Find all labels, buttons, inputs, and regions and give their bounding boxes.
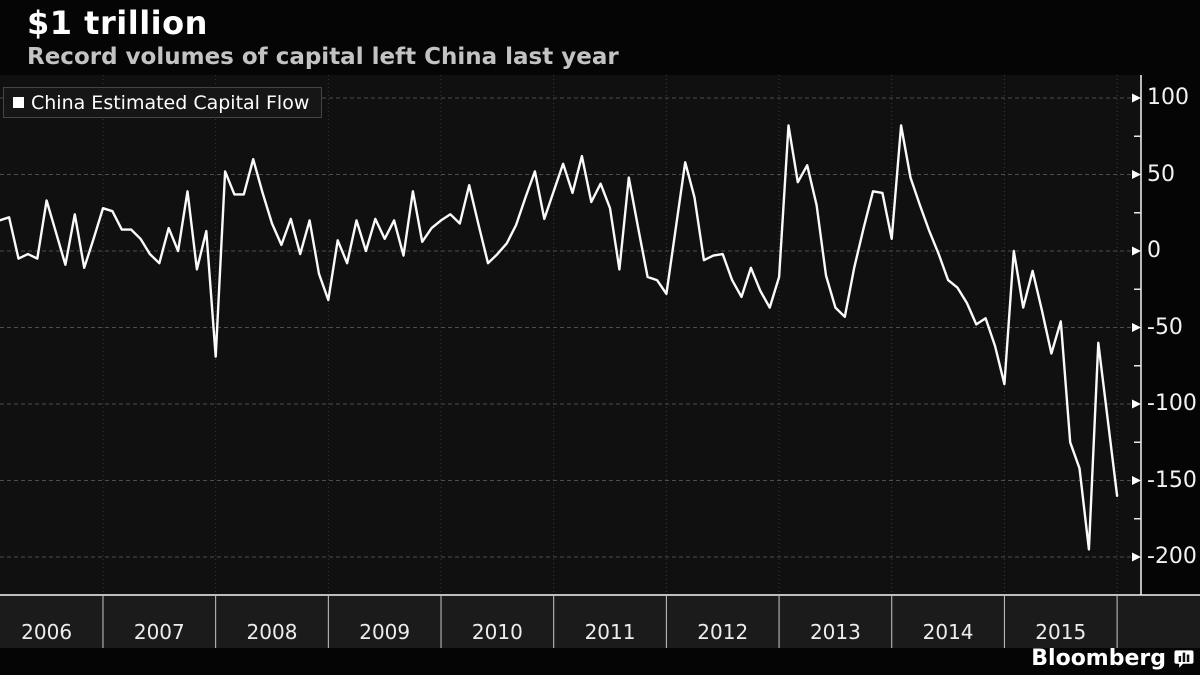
x-axis-year-label: 2009 xyxy=(359,620,411,644)
bloomberg-branding: Bloomberg xyxy=(1031,646,1194,671)
major-tick-arrow-icon xyxy=(1132,93,1141,103)
x-axis-year-label: 2008 xyxy=(246,620,298,644)
y-axis-tick-label: 50 xyxy=(1147,161,1175,187)
major-tick-arrow-icon xyxy=(1132,170,1141,179)
plot-area-background xyxy=(0,75,1141,595)
y-axis-tick-label: -50 xyxy=(1147,314,1183,340)
x-axis-year-label: 2010 xyxy=(471,620,523,644)
x-axis-year-label: 2006 xyxy=(21,620,73,644)
y-axis-tick-label: -150 xyxy=(1147,467,1197,493)
x-axis-year-label: 2007 xyxy=(133,620,185,644)
page-subtitle: Record volumes of capital left China las… xyxy=(27,44,619,70)
page-title: $1 trillion xyxy=(27,4,208,42)
x-axis-year-label: 2014 xyxy=(922,620,974,644)
major-tick-arrow-icon xyxy=(1132,476,1141,485)
y-axis-tick-label: 0 xyxy=(1147,238,1161,263)
x-axis-year-label: 2011 xyxy=(584,620,636,644)
y-axis-tick-label: 100 xyxy=(1147,85,1189,110)
y-axis-tick-label: -200 xyxy=(1147,544,1197,569)
major-tick-arrow-icon xyxy=(1132,552,1141,562)
bloomberg-chart-bubble-icon xyxy=(1174,649,1194,668)
legend: China Estimated Capital Flow xyxy=(3,87,323,118)
y-axis-tick-label: -100 xyxy=(1147,391,1197,416)
x-axis-year-label: 2013 xyxy=(809,620,861,644)
major-tick-arrow-icon xyxy=(1132,399,1141,409)
legend-swatch-icon xyxy=(13,97,24,108)
bloomberg-logo-text: Bloomberg xyxy=(1031,646,1166,671)
x-axis-year-label: 2012 xyxy=(697,620,749,644)
legend-label: China Estimated Capital Flow xyxy=(31,91,310,114)
major-tick-arrow-icon xyxy=(1132,323,1141,332)
capital-flow-line xyxy=(0,124,1119,551)
major-tick-arrow-icon xyxy=(1132,246,1141,256)
x-axis-year-label: 2015 xyxy=(1035,620,1087,644)
x-axis-year-band xyxy=(0,595,1200,648)
